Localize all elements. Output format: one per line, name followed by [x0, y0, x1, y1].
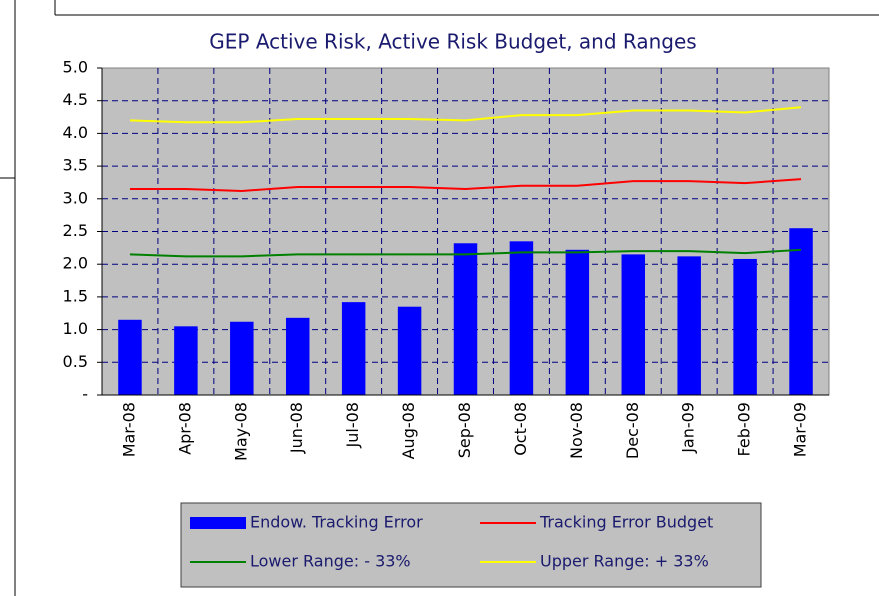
y-tick-label: 4.5 [63, 90, 88, 109]
legend-label: Lower Range: - 33% [250, 552, 411, 571]
legend-label: Upper Range: + 33% [540, 552, 709, 571]
y-tick-label: 3.5 [63, 156, 88, 175]
line [129, 106, 802, 124]
line [129, 248, 802, 258]
y-tick-label: 2.0 [63, 254, 88, 273]
x-tick-label: Dec-08 [623, 402, 642, 459]
legend-swatch [190, 517, 246, 529]
x-tick-label: Nov-08 [567, 402, 586, 459]
x-tick-label: May-08 [231, 402, 250, 461]
x-tick-label: Apr-08 [175, 402, 194, 455]
bar [789, 228, 813, 395]
y-tick-label: 2.5 [63, 221, 88, 240]
legend-label: Tracking Error Budget [539, 513, 713, 532]
legend-label: Endow. Tracking Error [250, 513, 423, 532]
bar [341, 302, 366, 395]
y-tick-label: 4.0 [63, 123, 88, 142]
y-tick-label: - [82, 385, 88, 404]
bar [285, 317, 310, 395]
x-tick-label: Jun-08 [287, 402, 306, 454]
bar [397, 306, 422, 395]
line [129, 178, 802, 192]
y-tick-label: 3.0 [63, 188, 88, 207]
x-tick-label: Aug-08 [399, 402, 418, 459]
y-tick-label: 5.0 [63, 58, 88, 77]
bar [453, 243, 478, 395]
x-tick-label: Mar-09 [791, 402, 810, 457]
x-tick-label: Oct-08 [511, 402, 530, 456]
y-tick-label: 1.5 [63, 286, 88, 305]
bar [621, 254, 646, 395]
x-tick-label: Jan-09 [679, 402, 698, 454]
legend [180, 502, 762, 588]
bar [565, 249, 590, 395]
bar [230, 321, 254, 395]
y-tick-label: 1.0 [63, 319, 88, 338]
bar [677, 256, 701, 395]
y-tick-label: 0.5 [63, 352, 88, 371]
x-tick-label: Feb-09 [735, 402, 754, 456]
bar [733, 258, 757, 395]
bar [509, 241, 534, 395]
chart-title: GEP Active Risk, Active Risk Budget, and… [209, 30, 696, 54]
x-tick-label: Mar-08 [119, 402, 138, 457]
bar [118, 319, 142, 395]
x-tick-label: Jul-08 [343, 402, 362, 448]
x-tick-label: Sep-08 [455, 402, 474, 458]
bar [174, 326, 198, 395]
